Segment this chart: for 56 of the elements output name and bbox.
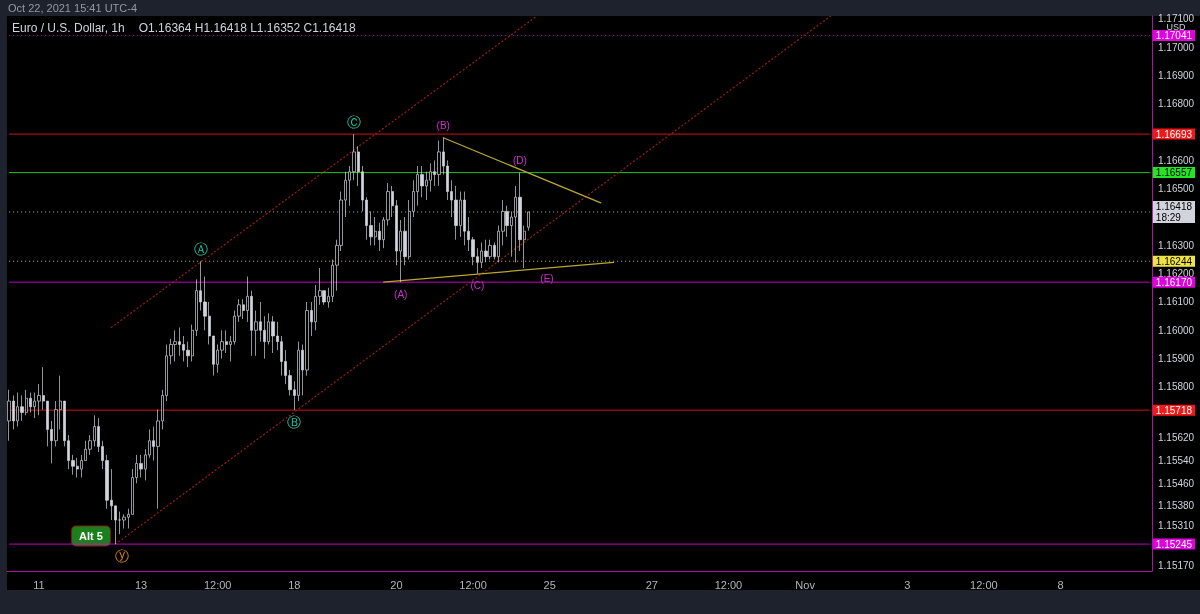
- candlestick: [437, 140, 441, 187]
- x-tick-label: 25: [543, 578, 556, 591]
- x-tick-label: 12:00: [459, 578, 487, 591]
- y-tick-label: 1.15620: [1158, 432, 1195, 444]
- candlestick: [271, 315, 275, 354]
- annotation: ⓨ: [114, 548, 129, 565]
- ref-line-label: 1.15245: [1155, 538, 1193, 550]
- y-tick-label: 1.16300: [1158, 239, 1195, 251]
- x-tick-label: 8: [1057, 578, 1064, 591]
- x-tick-label: 18: [288, 578, 301, 591]
- x-tick-label: 27: [645, 578, 658, 591]
- x-tick-label: 3: [904, 578, 911, 591]
- annotation: (B): [436, 120, 450, 132]
- y-tick-label: 1.16000: [1158, 324, 1195, 336]
- y-tick-label: 1.15170: [1158, 559, 1195, 571]
- y-tick-label: 1.16900: [1158, 69, 1195, 81]
- annotation: O1.16364 H1.16418 L1.16352 C1.16418: [138, 21, 356, 35]
- ref-line-label: 1.16693: [1155, 128, 1193, 140]
- annotation: (A): [394, 288, 408, 300]
- ref-line-label: 1.16418 18:29: [1155, 200, 1193, 223]
- ref-line-label: 1.17041: [1155, 30, 1193, 42]
- y-axis-title: USD: [1166, 22, 1186, 32]
- annotation: Ⓒ: [346, 114, 361, 131]
- annotation: (D): [512, 155, 527, 167]
- x-tick-label: 11: [33, 578, 45, 591]
- y-tick-label: 1.17000: [1158, 41, 1195, 53]
- y-tick-label: 1.16500: [1158, 183, 1195, 195]
- candlestick: [488, 239, 492, 260]
- y-tick-label: 1.16800: [1158, 98, 1195, 110]
- ref-line-label: 1.16170: [1155, 276, 1193, 288]
- annotation: (C): [470, 280, 485, 292]
- y-tick-label: 1.15310: [1158, 520, 1195, 532]
- ref-line-label: 1.15718: [1155, 404, 1193, 416]
- x-tick-label: 20: [390, 578, 403, 591]
- x-tick-label: Nov: [795, 578, 816, 591]
- annotation: (E): [540, 272, 554, 284]
- y-tick-label: 1.15460: [1158, 477, 1195, 489]
- y-tick-label: 1.16100: [1158, 296, 1195, 308]
- annotation: Ⓐ: [193, 241, 208, 258]
- chart-title: Euro / U.S. Dollar, 1h: [12, 21, 125, 35]
- x-tick-label: 12:00: [714, 578, 743, 591]
- ref-line-label: 1.16557: [1155, 167, 1193, 179]
- chart-subtitle: Oct 22, 2021 15:41 UTC-4: [8, 2, 138, 14]
- x-tick-label: 12:00: [970, 578, 998, 591]
- candlestick: [173, 329, 177, 362]
- annotation: Alt 5: [79, 530, 103, 542]
- y-tick-label: 1.15900: [1158, 353, 1195, 365]
- y-tick-label: 1.16600: [1158, 154, 1195, 166]
- y-tick-label: 1.17100: [1158, 13, 1195, 25]
- y-tick-label: 1.15380: [1158, 500, 1195, 512]
- x-tick-label: 12:00: [203, 578, 232, 591]
- annotation: Ⓑ: [287, 414, 302, 431]
- ref-line-label: 1.16244: [1155, 255, 1193, 267]
- y-tick-label: 1.15800: [1158, 381, 1195, 393]
- y-tick-label: 1.15540: [1158, 455, 1195, 467]
- x-tick-label: 13: [134, 578, 148, 591]
